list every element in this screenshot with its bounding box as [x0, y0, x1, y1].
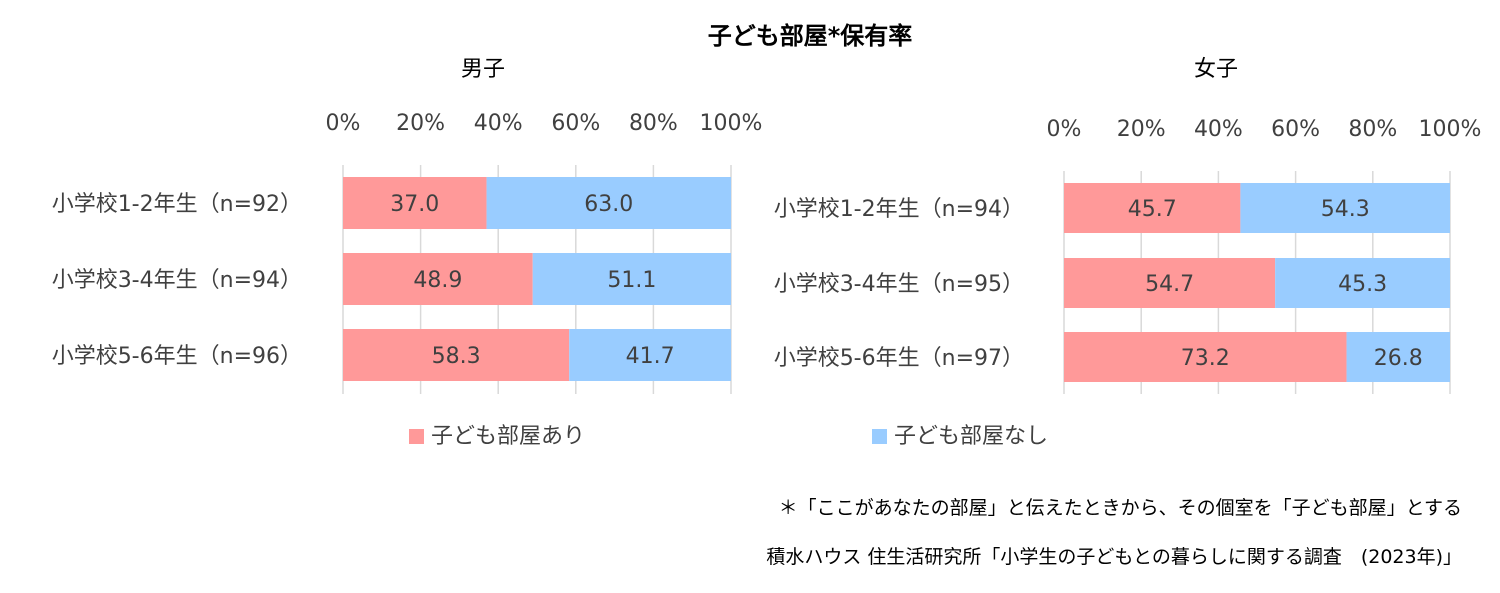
panel-boys: 男子 0% 20% 40% 60% 80% 100% 小学校1-2年生（n=92） 37.0 63…: [52, 57, 763, 394]
bar-with-room: [343, 329, 570, 381]
legend-swatch-with-room: [409, 429, 424, 444]
x-tick-label: 80%: [1348, 117, 1397, 142]
bar-without-room: [532, 253, 731, 305]
data-label: 58.3: [432, 344, 481, 369]
source-note: 積水ハウス 住生活研究所「小学生の子どもとの暮らしに関する調査 (2023年)」: [766, 546, 1462, 568]
footnote: ＊「ここがあなたの部屋」と伝えたときから、その個室を「子ども部屋」とする: [779, 497, 1462, 519]
legend-label-with-room: 子ども部屋あり: [431, 424, 585, 449]
x-tick-label: 0%: [326, 111, 361, 136]
x-tick-label: 100%: [1419, 117, 1482, 142]
legend-label-without-room: 子ども部屋なし: [894, 424, 1048, 449]
bar-with-room: [343, 253, 533, 305]
data-label: 26.8: [1374, 346, 1423, 371]
data-label: 63.0: [584, 192, 633, 217]
panel-girls: 女子 0% 20% 40% 60% 80% 100% 小学校1-2年生（n=94） 45.7 54…: [774, 57, 1482, 394]
category-label: 小学校5-6年生（n=97）: [774, 346, 1024, 371]
x-tick-label: 100%: [700, 111, 763, 136]
data-label: 51.1: [607, 268, 656, 293]
chart-title: 子ども部屋*保有率: [708, 22, 913, 50]
bar-without-room: [1275, 258, 1450, 308]
category-label: 小学校3-4年生（n=95）: [774, 272, 1024, 297]
category-label: 小学校1-2年生（n=94）: [774, 197, 1024, 222]
data-label: 45.3: [1338, 272, 1387, 297]
bar-without-room: [1346, 332, 1450, 382]
x-tick-label: 20%: [396, 111, 445, 136]
bar-without-room: [569, 329, 731, 381]
category-label: 小学校1-2年生（n=92）: [52, 192, 302, 217]
data-label: 54.7: [1145, 272, 1194, 297]
data-label: 73.2: [1181, 346, 1230, 371]
bar-without-room: [1240, 183, 1450, 233]
x-tick-label: 20%: [1117, 117, 1166, 142]
category-label: 小学校3-4年生（n=94）: [52, 268, 302, 293]
panel-title: 男子: [461, 57, 505, 82]
x-tick-label: 80%: [629, 111, 678, 136]
data-label: 37.0: [390, 192, 439, 217]
bar-with-room: [1064, 332, 1347, 382]
bar-with-room: [1064, 183, 1241, 233]
x-tick-label: 0%: [1047, 117, 1082, 142]
bar-without-room: [486, 177, 731, 229]
data-label: 48.9: [413, 268, 462, 293]
x-tick-label: 40%: [474, 111, 523, 136]
legend-swatch-without-room: [872, 429, 887, 444]
panel-title: 女子: [1194, 57, 1238, 82]
data-label: 41.7: [626, 344, 675, 369]
bar-with-room: [1064, 258, 1276, 308]
category-label: 小学校5-6年生（n=96）: [52, 344, 302, 369]
legend: 子ども部屋あり 子ども部屋なし: [409, 424, 1048, 449]
data-label: 54.3: [1321, 197, 1370, 222]
x-tick-label: 60%: [1271, 117, 1320, 142]
x-tick-label: 40%: [1194, 117, 1243, 142]
data-label: 45.7: [1128, 197, 1177, 222]
x-tick-label: 60%: [551, 111, 600, 136]
bar-with-room: [343, 177, 487, 229]
